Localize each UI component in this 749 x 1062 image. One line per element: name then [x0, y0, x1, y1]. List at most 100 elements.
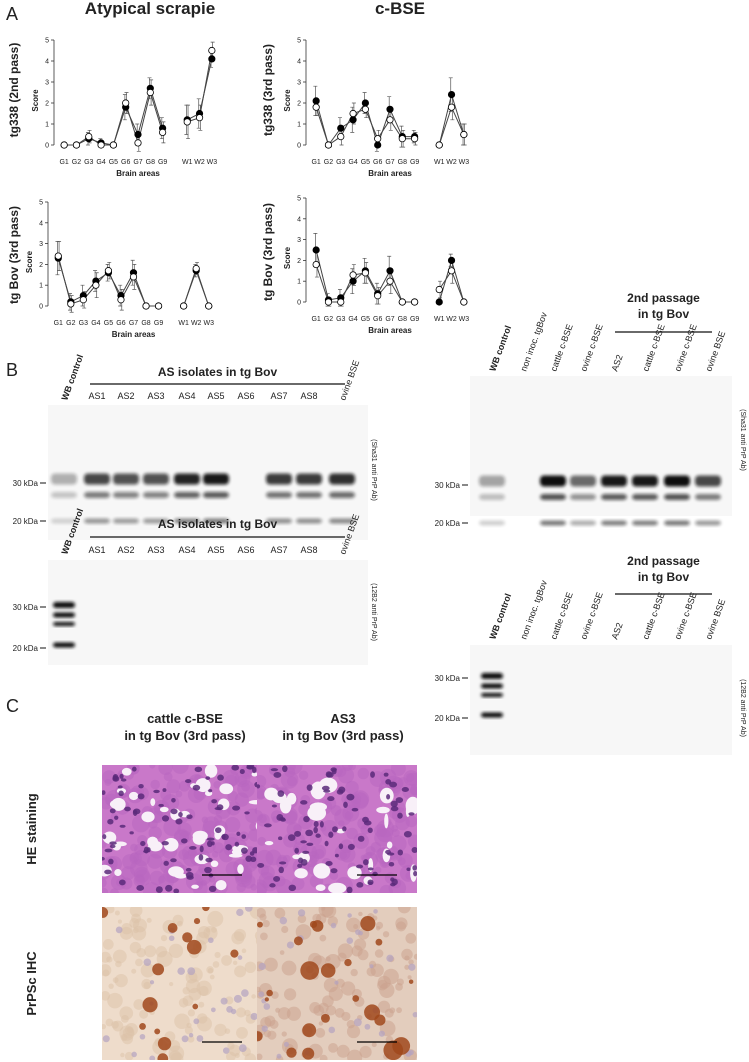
x-tick-label: G8: [398, 159, 407, 166]
neuropil: [158, 765, 173, 775]
neuropil: [102, 887, 109, 893]
nucleus: [306, 842, 314, 846]
nucleus: [206, 837, 215, 841]
background-grain: [174, 1013, 190, 1029]
neuropil: [154, 804, 163, 814]
background-grain: [234, 965, 247, 978]
background-grain: [131, 968, 137, 974]
prp-deposit: [157, 1036, 172, 1051]
blot-band: [570, 520, 596, 526]
vacuole: [121, 767, 132, 776]
background-grain: [241, 948, 247, 954]
neuropil: [257, 790, 266, 800]
nucleus: [271, 804, 278, 808]
nucleus: [236, 831, 241, 837]
nucleus: [109, 844, 116, 849]
x-tick-label: G9: [154, 320, 163, 327]
background-grain: [187, 1009, 195, 1017]
nucleus: [217, 774, 224, 781]
nucleus: [173, 888, 180, 893]
nucleus: [390, 806, 399, 812]
nucleus: [232, 805, 241, 811]
y-tick-label: 4: [297, 59, 301, 66]
group-label: AS isolates in tg Bov: [158, 517, 278, 531]
nucleus: [245, 855, 253, 862]
x-tick-label: G2: [324, 316, 333, 323]
neuropil: [391, 825, 398, 832]
background-grain: [283, 988, 297, 1001]
nucleus: [287, 834, 296, 842]
y-axis-label: Score: [25, 250, 34, 273]
blot-band: [481, 673, 503, 679]
nucleus: [288, 884, 297, 892]
cell: [208, 937, 214, 944]
blot-band: [51, 492, 77, 498]
neuropil: [405, 815, 417, 828]
x-tick-label: W3: [203, 320, 214, 327]
lane-label: AS8: [300, 545, 317, 555]
nucleus: [170, 858, 177, 863]
background-grain: [143, 981, 151, 989]
data-point: [208, 55, 216, 63]
vacuole: [315, 884, 326, 892]
prp-deposit: [408, 979, 414, 984]
x-tick-label: G9: [158, 159, 167, 166]
blot-band: [570, 475, 596, 487]
background-grain: [146, 917, 152, 923]
nucleus: [263, 823, 272, 828]
neuropil: [344, 811, 354, 820]
y-tick-label: 5: [45, 38, 49, 45]
neuropil: [397, 857, 406, 866]
lane-label: ovine BSE: [703, 598, 727, 641]
background-grain: [346, 1024, 361, 1039]
data-point: [374, 135, 382, 143]
data-point: [183, 118, 191, 126]
nucleus: [131, 766, 137, 772]
blot-band: [695, 494, 721, 500]
lane-label: AS2: [609, 353, 624, 372]
blot-band: [695, 475, 721, 487]
lane-label: WB control: [59, 353, 85, 402]
group-label: in tg Bov: [638, 570, 690, 584]
background-grain: [121, 923, 133, 935]
background-grain: [144, 945, 157, 958]
cell: [220, 997, 228, 1005]
nucleus: [170, 808, 178, 815]
lane-label: AS5: [207, 391, 224, 401]
data-point: [146, 88, 154, 97]
nucleus: [231, 765, 240, 771]
blot-band: [601, 475, 627, 487]
y-tick-label: 4: [39, 220, 43, 227]
vacuole: [102, 831, 117, 844]
nucleus: [302, 850, 310, 855]
vacuole: [237, 864, 244, 874]
background-grain: [129, 918, 140, 929]
nucleus: [162, 788, 167, 792]
blot-band: [203, 473, 229, 485]
blot-band: [113, 518, 139, 524]
background-grain: [257, 1053, 263, 1060]
nucleus: [109, 841, 117, 845]
background-grain: [112, 949, 127, 964]
nucleus: [278, 866, 285, 874]
data-point: [447, 267, 456, 275]
lane-label: ovine BSE: [703, 330, 727, 373]
neuropil: [374, 828, 392, 847]
x-tick-label: G6: [116, 320, 125, 327]
lane-label: AS3: [147, 391, 164, 401]
nucleus: [397, 812, 403, 819]
neuropil: [398, 777, 408, 788]
cell: [241, 989, 249, 997]
data-point: [460, 298, 468, 306]
nucleus: [158, 803, 164, 807]
prp-deposit: [264, 997, 269, 1002]
background-grain: [274, 907, 286, 919]
data-point: [374, 141, 382, 149]
data-point: [447, 256, 456, 264]
neuropil: [250, 883, 258, 891]
cell: [237, 955, 243, 960]
nucleus: [273, 875, 281, 882]
prp-deposit: [360, 915, 376, 932]
background-grain: [135, 958, 143, 967]
data-point: [122, 99, 130, 107]
